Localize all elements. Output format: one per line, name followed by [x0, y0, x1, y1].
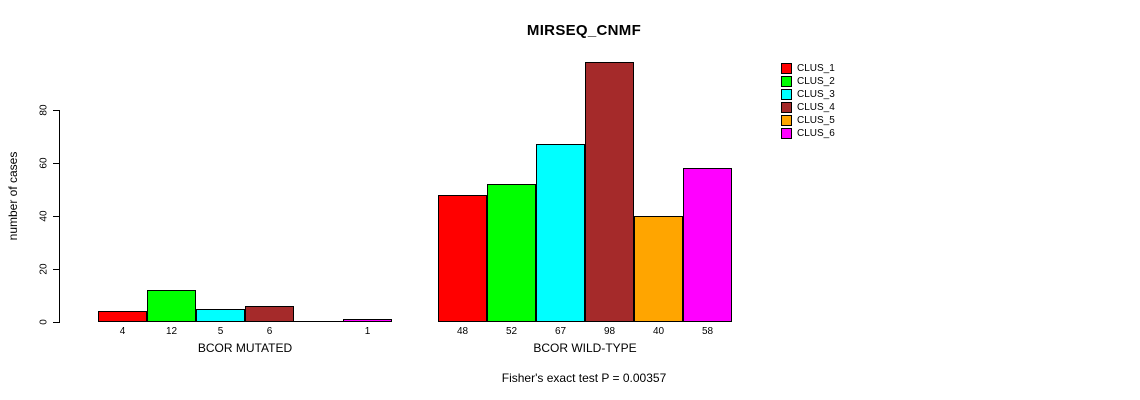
legend-label-clus-3: CLUS_3: [797, 89, 835, 100]
y-tick-40: [53, 216, 59, 217]
y-axis-label: number of cases: [6, 151, 20, 241]
bar-clus-1-bcor-mutated: [98, 311, 147, 322]
bar-value-label-clus-1-bcor-wild-type: 48: [456, 326, 469, 337]
y-tick-label-0: 0: [38, 319, 50, 325]
bar-clus-5-bcor-mutated: [294, 321, 343, 322]
legend-swatch-clus-4: [781, 102, 792, 113]
y-tick-label-80: 80: [38, 104, 50, 116]
bar-clus-2-bcor-mutated: [147, 290, 196, 322]
legend-item-clus-5: CLUS_5: [781, 114, 835, 127]
bar-clus-3-bcor-mutated: [196, 309, 245, 322]
legend-item-clus-3: CLUS_3: [781, 88, 835, 101]
chart-title: MIRSEQ_CNMF: [526, 22, 642, 39]
legend-label-clus-4: CLUS_4: [797, 102, 835, 113]
y-tick-60: [53, 163, 59, 164]
bar-clus-6-bcor-mutated: [343, 319, 392, 322]
y-tick-80: [53, 110, 59, 111]
bar-value-label-clus-2-bcor-mutated: 12: [165, 326, 178, 337]
bar-clus-5-bcor-wild-type: [634, 216, 683, 322]
y-tick-20: [53, 269, 59, 270]
legend-item-clus-2: CLUS_2: [781, 75, 835, 88]
bar-value-label-clus-6-bcor-wild-type: 58: [701, 326, 714, 337]
annotation-text: Fisher's exact test P = 0.00357: [501, 371, 667, 385]
bar-clus-4-bcor-mutated: [245, 306, 294, 322]
bar-clus-3-bcor-wild-type: [536, 144, 585, 322]
legend-label-clus-5: CLUS_5: [797, 115, 835, 126]
bar-clus-1-bcor-wild-type: [438, 195, 487, 322]
y-tick-label-40: 40: [38, 210, 50, 222]
bar-value-label-clus-3-bcor-wild-type: 67: [554, 326, 567, 337]
legend-item-clus-1: CLUS_1: [781, 62, 835, 75]
legend-item-clus-4: CLUS_4: [781, 101, 835, 114]
group-label-bcor-wild-type: BCOR WILD-TYPE: [533, 341, 637, 355]
y-axis-line: [59, 110, 60, 323]
legend-swatch-clus-1: [781, 63, 792, 74]
y-tick-label-60: 60: [38, 157, 50, 169]
bar-value-label-clus-1-bcor-mutated: 4: [119, 326, 126, 337]
legend-swatch-clus-2: [781, 76, 792, 87]
legend: CLUS_1 CLUS_2 CLUS_3 CLUS_4 CLUS_5 CLUS_6: [781, 62, 835, 140]
legend-swatch-clus-6: [781, 128, 792, 139]
bar-clus-4-bcor-wild-type: [585, 62, 634, 322]
bar-clus-2-bcor-wild-type: [487, 184, 536, 322]
legend-label-clus-6: CLUS_6: [797, 128, 835, 139]
y-tick-0: [53, 322, 59, 323]
legend-item-clus-6: CLUS_6: [781, 127, 835, 140]
bar-value-label-clus-2-bcor-wild-type: 52: [505, 326, 518, 337]
legend-label-clus-2: CLUS_2: [797, 76, 835, 87]
bar-clus-6-bcor-wild-type: [683, 168, 732, 322]
legend-swatch-clus-3: [781, 89, 792, 100]
bar-value-label-clus-6-bcor-mutated: 1: [364, 326, 371, 337]
group-label-bcor-mutated: BCOR MUTATED: [197, 341, 293, 355]
bar-value-label-clus-3-bcor-mutated: 5: [217, 326, 224, 337]
legend-swatch-clus-5: [781, 115, 792, 126]
y-tick-label-20: 20: [38, 263, 50, 275]
bar-value-label-clus-5-bcor-wild-type: 40: [652, 326, 665, 337]
bar-value-label-clus-4-bcor-wild-type: 98: [603, 326, 616, 337]
bar-value-label-clus-4-bcor-mutated: 6: [266, 326, 273, 337]
legend-label-clus-1: CLUS_1: [797, 63, 835, 74]
